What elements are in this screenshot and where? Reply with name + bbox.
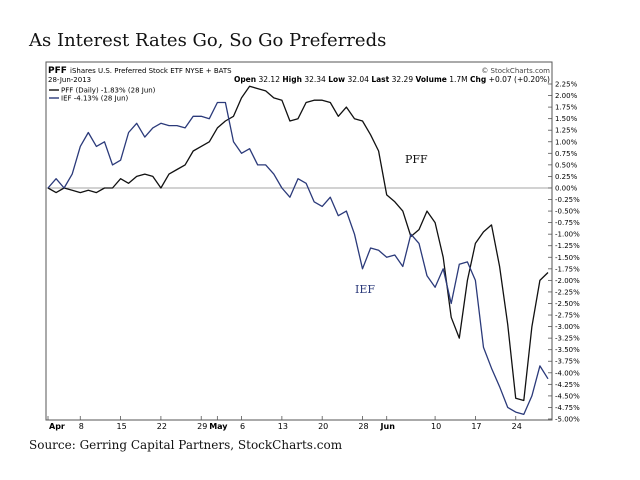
y-tick-label: 0.25% xyxy=(555,173,578,181)
pff-line xyxy=(47,85,549,402)
source-note: Source: Gerring Capital Partners, StockC… xyxy=(29,438,343,452)
y-tick-label: -2.75% xyxy=(555,312,580,320)
x-tick-label: 22 xyxy=(157,422,167,431)
y-tick-label: 0.75% xyxy=(555,150,578,158)
y-tick-label: -2.50% xyxy=(555,300,580,308)
y-tick-label: 0.50% xyxy=(555,161,578,169)
chg-label: Chg xyxy=(470,75,486,84)
header-name: iShares U.S. Preferred Stock ETF NYSE + … xyxy=(70,67,232,75)
ief-line xyxy=(47,101,549,416)
x-tick-label: 24 xyxy=(512,422,522,431)
y-tick-label: -4.75% xyxy=(555,404,580,412)
y-tick-label: -1.25% xyxy=(555,242,580,250)
y-tick-label: -3.00% xyxy=(555,323,580,331)
last-value: 32.29 xyxy=(392,75,414,84)
header-quote: Open 32.12 High 32.34 Low 32.04 Last 32.… xyxy=(234,75,550,84)
x-tick-label: 20 xyxy=(318,422,328,431)
x-tick-label: 15 xyxy=(116,422,126,431)
volume-label: Volume xyxy=(416,75,447,84)
y-tick-label: -5.00% xyxy=(555,416,580,424)
header-copyright: © StockCharts.com xyxy=(481,67,550,75)
y-tick-label: -0.75% xyxy=(555,219,580,227)
chart-frame xyxy=(45,61,553,421)
x-tick-label: 17 xyxy=(471,422,481,431)
annotation-ief: IEF xyxy=(355,283,375,296)
low-label: Low xyxy=(328,75,345,84)
x-tick-label: 28 xyxy=(358,422,368,431)
y-tick-label: -0.50% xyxy=(555,208,580,216)
high-label: High xyxy=(282,75,302,84)
x-axis: Apr 8 15 22 29 May 6 13 20 28 Jun 10 17 24 xyxy=(47,416,522,431)
open-label: Open xyxy=(234,75,256,84)
y-tick-label: 1.00% xyxy=(555,138,578,146)
legend-ief: IEF -4.13% (28 Jun) xyxy=(61,95,129,103)
y-tick-label: -3.25% xyxy=(555,335,580,343)
y-tick-label: -3.50% xyxy=(555,346,580,354)
x-tick-label: 6 xyxy=(240,422,245,431)
y-tick-label: 2.25% xyxy=(555,81,578,89)
y-tick-label: -2.25% xyxy=(555,288,580,296)
high-value: 32.34 xyxy=(304,75,326,84)
y-tick-label: -0.25% xyxy=(555,196,580,204)
annotations: PFF IEF xyxy=(355,153,428,296)
y-axis: 2.25% 2.00% 1.75% 1.50% 1.25% 1.00% 0.75% 0.50%… xyxy=(548,81,580,424)
x-tick-label: 10 xyxy=(431,422,441,431)
y-tick-label: -1.75% xyxy=(555,265,580,273)
y-tick-label: -1.00% xyxy=(555,231,580,239)
x-tick-label: Apr xyxy=(49,422,65,431)
y-tick-label: 1.75% xyxy=(555,104,578,112)
x-tick-label: Jun xyxy=(380,422,396,431)
header-date: 28-Jun-2013 xyxy=(48,76,91,84)
y-tick-label: 0.00% xyxy=(555,184,578,192)
y-tick-label: -1.50% xyxy=(555,254,580,262)
series-group xyxy=(47,85,549,416)
x-tick-label: 13 xyxy=(278,422,288,431)
y-tick-label: -3.75% xyxy=(555,358,580,366)
annotation-pff: PFF xyxy=(405,153,428,166)
y-tick-label: -4.00% xyxy=(555,369,580,377)
legend-pff: PFF (Daily) -1.83% (28 Jun) xyxy=(61,87,156,95)
header-symbol: PFF xyxy=(48,66,67,76)
open-value: 32.12 xyxy=(259,75,281,84)
x-tick-label: 29 xyxy=(197,422,207,431)
last-label: Last xyxy=(371,75,389,84)
y-tick-label: -4.50% xyxy=(555,392,580,400)
chg-value: +0.07 (+0.20%) xyxy=(489,75,550,84)
y-tick-label: 1.25% xyxy=(555,127,578,135)
x-tick-label: 8 xyxy=(79,422,84,431)
page-title: As Interest Rates Go, So Go Preferreds xyxy=(29,30,387,51)
y-tick-label: 2.00% xyxy=(555,92,578,100)
x-tick-label: May xyxy=(209,422,228,431)
low-value: 32.04 xyxy=(347,75,369,84)
y-tick-label: -4.25% xyxy=(555,381,580,389)
y-tick-label: -2.00% xyxy=(555,277,580,285)
volume-value: 1.7M xyxy=(449,75,467,84)
y-tick-label: 1.50% xyxy=(555,115,578,123)
